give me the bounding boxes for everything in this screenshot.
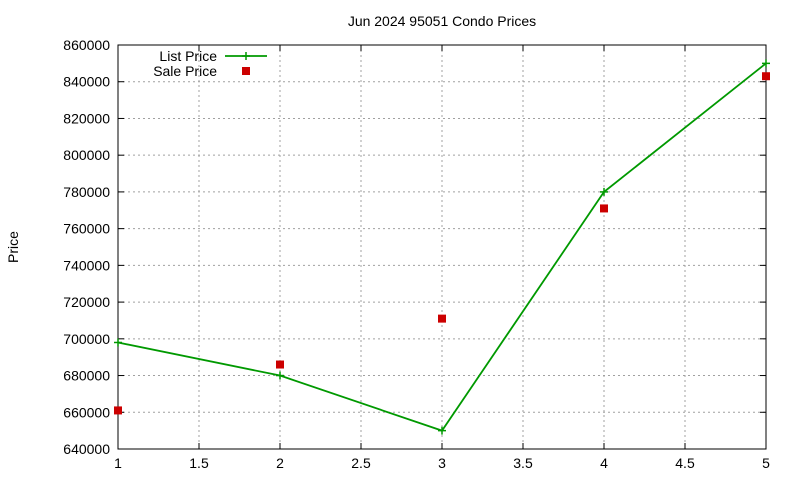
legend-label: List Price [159, 48, 217, 64]
y-tick-label: 760000 [63, 221, 110, 237]
list-price-point [438, 426, 446, 435]
y-tick-label: 820000 [63, 110, 110, 126]
x-tick-label: 2.5 [351, 455, 371, 471]
y-tick-label: 740000 [63, 257, 110, 273]
y-tick-label: 720000 [63, 294, 110, 310]
x-tick-label: 1.5 [189, 455, 209, 471]
x-tick-label: 2 [276, 455, 284, 471]
grid [117, 44, 767, 450]
y-tick-label: 680000 [63, 368, 110, 384]
x-tick-label: 1 [114, 455, 122, 471]
x-tick-label: 5 [762, 455, 770, 471]
x-tick-label: 4.5 [675, 455, 695, 471]
sale-price-point [600, 204, 608, 213]
x-tick-label: 4 [600, 455, 608, 471]
y-tick-label: 660000 [63, 404, 110, 420]
y-axis-label: Price [5, 231, 21, 263]
y-tick-label: 860000 [63, 37, 110, 53]
series-2 [114, 72, 770, 415]
y-tick-label: 640000 [63, 441, 110, 457]
sale-price-point [762, 72, 770, 81]
x-tick-label: 3.5 [513, 455, 533, 471]
y-tick-label: 700000 [63, 331, 110, 347]
sale-price-point [114, 406, 122, 415]
legend-plus-marker [242, 52, 250, 60]
sale-price-point [438, 314, 446, 323]
sale-price-point [276, 360, 284, 369]
list-price-point [762, 59, 770, 68]
legend-square-marker [242, 67, 250, 75]
list-price-point [600, 187, 608, 196]
y-tick-label: 800000 [63, 147, 110, 163]
legend-label: Sale Price [153, 63, 217, 79]
y-tick-label: 840000 [63, 74, 110, 90]
chart-title: Jun 2024 95051 Condo Prices [348, 13, 536, 29]
x-tick-label: 3 [438, 455, 446, 471]
series [114, 59, 770, 435]
list-price-point [114, 338, 122, 347]
ticks: 1 1.5 2 2.5 3 3.5 4 4.5 5 640000 660000 680000 70000… [63, 37, 770, 471]
list-price-point [276, 371, 284, 380]
y-tick-label: 780000 [63, 184, 110, 200]
series-1 [114, 59, 770, 435]
